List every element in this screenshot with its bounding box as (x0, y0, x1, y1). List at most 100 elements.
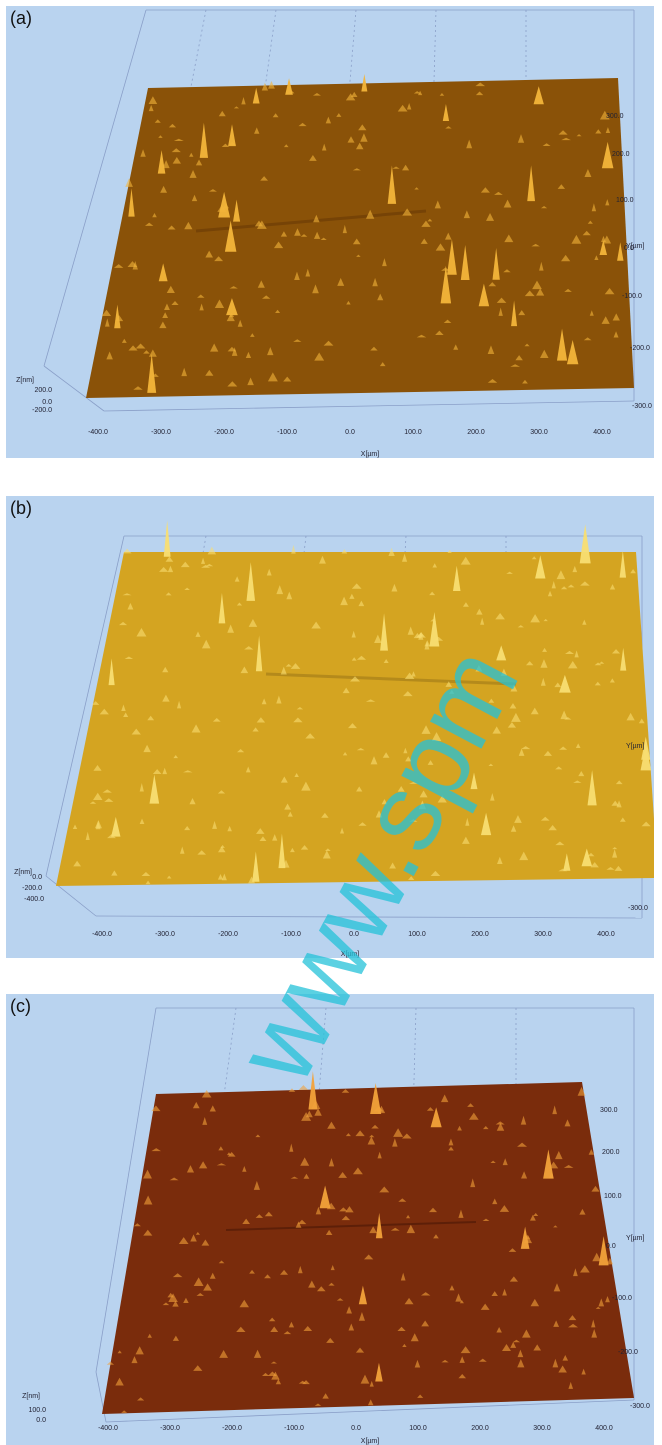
surface-peak (159, 321, 167, 329)
surface-peak (369, 1134, 375, 1138)
surface-peak (186, 1165, 195, 1173)
surface-peak (183, 1297, 189, 1304)
surface-peak (453, 344, 459, 350)
surface-peak (173, 138, 184, 142)
surface-peak (272, 834, 278, 841)
surface-peak (298, 1085, 309, 1090)
y-tick-label: -300.0 (630, 1403, 650, 1410)
surface-peak (520, 1115, 527, 1125)
surface-peak (221, 873, 227, 881)
surface-peak (393, 1128, 404, 1137)
surface-peak (400, 1272, 406, 1281)
x-axis-label: X[µm] (341, 951, 359, 958)
surface-peak (311, 621, 321, 629)
surface-peak (276, 695, 282, 704)
surface-peak (294, 271, 300, 280)
surface-peak (496, 297, 507, 303)
surface-peak (463, 210, 471, 219)
surface-peak (149, 774, 160, 804)
y-tick-label: -100.0 (612, 1295, 632, 1302)
surface-peak (591, 1185, 600, 1192)
surface-peak (227, 624, 235, 633)
surface-peak (242, 1166, 247, 1172)
surface-peak (199, 303, 204, 311)
surface-peak (280, 776, 288, 783)
surface-peak (319, 1185, 331, 1209)
surface-peak (428, 1207, 438, 1213)
surface-peak (221, 143, 230, 148)
surface-peak (288, 1321, 295, 1328)
surface-peak (518, 748, 525, 756)
surface-peak (268, 80, 275, 89)
surface-peak (205, 369, 214, 376)
surface-peak (325, 848, 331, 852)
surface-peak (448, 1146, 454, 1151)
surface-peak (514, 815, 522, 823)
surface-peak (551, 581, 556, 589)
surface-peak (352, 238, 361, 245)
surface-peak (611, 800, 619, 806)
surface-peak (201, 557, 206, 564)
surface-peak (323, 340, 334, 346)
surface-peak (195, 1232, 200, 1235)
surface-peak (246, 562, 256, 601)
y-tick-label: -100.0 (622, 293, 642, 300)
surface-peak (358, 1285, 368, 1305)
surface-peak (563, 853, 571, 871)
surface-peak (559, 674, 571, 693)
surface-peak (321, 143, 327, 151)
x-tick-label: -100.0 (284, 1425, 304, 1432)
scratch-groove (195, 209, 427, 233)
x-tick-label: -300.0 (160, 1425, 180, 1432)
x-tick-label: -400.0 (92, 931, 112, 938)
surface-peak (510, 364, 521, 367)
surface-peak (580, 581, 590, 586)
surface-peak (162, 767, 168, 775)
surface-peak (502, 1158, 508, 1166)
surface-peak (606, 867, 615, 870)
surface-peak (535, 555, 546, 579)
surface-peak (615, 780, 623, 785)
surface-peak (195, 631, 201, 637)
surface-peak (521, 1171, 528, 1179)
surface-peak (374, 634, 382, 643)
surface-top-a (86, 78, 634, 398)
surface-peak (360, 133, 368, 142)
surface-peak (154, 119, 161, 123)
surface-peak (261, 698, 267, 705)
surface-peak (270, 1361, 278, 1364)
surface-peak (571, 234, 582, 244)
y-tick-label: 0.0 (624, 245, 634, 252)
surface-peak (397, 1326, 406, 1331)
surface-peak (193, 1365, 203, 1371)
surface-peak (162, 694, 170, 702)
surface-peak (148, 96, 158, 105)
surface-peak (236, 1326, 246, 1333)
surface-peak (214, 299, 225, 308)
surface-peak (490, 1160, 496, 1164)
surface-peak (121, 704, 126, 711)
surface-peak (382, 258, 387, 267)
surface-peak (301, 1112, 312, 1121)
surface-peak (584, 169, 592, 178)
surface-peak (181, 367, 188, 377)
surface-peaks (101, 74, 624, 393)
surface-peak (579, 524, 591, 564)
surface-peak (145, 880, 151, 885)
surface-peak (524, 290, 535, 297)
surface-peak (325, 116, 332, 124)
surface-peak (432, 563, 437, 568)
surface-peak (475, 82, 486, 87)
surface-peak (172, 1273, 183, 1278)
surface-peak (115, 1377, 124, 1386)
surface-peak (144, 222, 154, 226)
surface-peak (371, 1124, 379, 1129)
surface-peak (641, 821, 651, 827)
surface-peak (165, 556, 174, 562)
surface-peak (267, 372, 278, 382)
surface-peak (347, 723, 357, 729)
surface-peak (152, 769, 162, 774)
surface-peak (350, 676, 360, 682)
surface-peak (557, 184, 566, 189)
surface-peak (602, 235, 612, 244)
